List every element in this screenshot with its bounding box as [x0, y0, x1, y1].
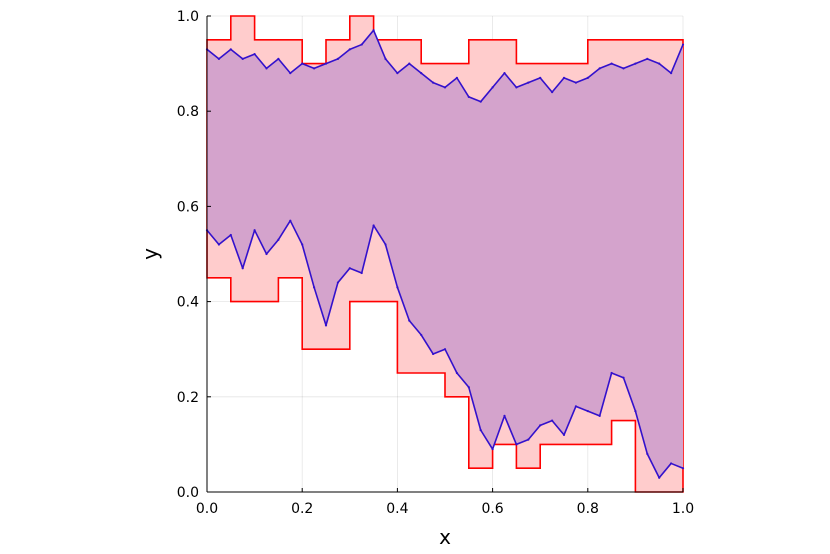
upper-path-point — [253, 52, 256, 56]
lower-path-point — [658, 476, 661, 479]
x-tick-label: 0.6 — [481, 501, 503, 517]
tick-labels: 0.0 0.2 0.4 0.6 0.8 1.0 0.0 0.2 0.4 0.6 0.8 1.0 — [177, 9, 694, 517]
lower-path-point — [277, 238, 280, 241]
upper-path-point — [467, 95, 470, 99]
upper-path-point — [586, 76, 589, 79]
lower-path-point — [348, 267, 351, 270]
lower-path-point — [408, 319, 411, 322]
y-tick-label: 0.2 — [177, 390, 199, 406]
lower-path-point — [598, 414, 601, 417]
upper-path-point — [622, 67, 625, 70]
upper-path-point — [229, 48, 232, 51]
lower-path-point — [670, 462, 673, 465]
upper-path-point — [313, 67, 316, 70]
lower-path-point — [586, 409, 589, 413]
upper-path-point — [443, 86, 447, 89]
x-tick-label: 0.8 — [577, 501, 599, 517]
plot-marks — [205, 15, 685, 493]
upper-path-point — [324, 62, 328, 65]
lower-path-point — [455, 371, 458, 375]
lower-path-point — [253, 229, 256, 232]
upper-path-point — [634, 62, 637, 65]
lower-path-point — [336, 281, 339, 284]
upper-path-point — [574, 81, 578, 84]
lower-path-point — [217, 243, 220, 246]
lower-path-point — [479, 429, 482, 432]
upper-path-point — [336, 57, 339, 60]
upper-path-point — [217, 57, 220, 60]
lower-path-point — [289, 219, 292, 222]
lower-path-point — [360, 271, 363, 275]
lower-path-point — [241, 267, 244, 270]
upper-path-point — [562, 76, 566, 79]
plot-frame — [206, 16, 683, 493]
lower-path-point — [622, 376, 625, 379]
upper-path-point — [455, 76, 458, 79]
x-tick-label: 1.0 — [672, 501, 694, 517]
x-tick-label: 0.0 — [196, 501, 218, 517]
y-tick-label: 1.0 — [177, 9, 199, 25]
upper-path-point — [396, 72, 399, 75]
lower-path-point — [324, 324, 328, 327]
upper-path-point — [681, 43, 685, 46]
lower-path-point — [562, 433, 566, 436]
upper-path-point — [479, 100, 482, 103]
lower-path-point — [574, 405, 578, 408]
y-tick-label: 0.6 — [177, 199, 199, 215]
lower-path-point — [646, 452, 649, 456]
lower-path-point — [467, 386, 470, 389]
upper-path-point — [515, 86, 518, 89]
lower-path-point — [420, 333, 423, 337]
x-axis-label: x — [439, 525, 451, 549]
x-tick-label: 0.2 — [291, 501, 313, 517]
lower-path-point — [384, 243, 387, 246]
upper-path-point — [301, 62, 304, 65]
lower-path-point — [634, 409, 637, 413]
upper-path-point — [527, 81, 530, 84]
lower-path-point — [551, 419, 554, 422]
upper-path-point — [360, 43, 363, 46]
upper-path-point — [420, 72, 423, 75]
y-tick-label: 0.0 — [177, 485, 199, 501]
lower-path-point — [443, 348, 447, 351]
upper-path-point — [491, 86, 494, 89]
upper-path-point — [670, 72, 673, 75]
upper-path-point — [610, 62, 613, 65]
lower-path-point — [265, 252, 268, 256]
upper-path-point — [503, 72, 506, 75]
upper-path-point — [241, 57, 244, 60]
y-tick-label: 0.8 — [177, 104, 199, 120]
upper-path-point — [539, 76, 542, 79]
y-axis-label: y — [138, 248, 162, 260]
lower-path-point — [491, 448, 494, 451]
upper-path-point — [348, 48, 351, 51]
upper-path-point — [432, 81, 435, 84]
upper-path-point — [598, 67, 601, 70]
upper-path-point — [372, 29, 375, 32]
lower-path-point — [681, 467, 685, 470]
lower-path-point — [539, 424, 542, 427]
band-fill — [207, 30, 683, 478]
upper-path-point — [277, 57, 280, 60]
lower-path-point — [515, 443, 518, 446]
lower-path-point — [313, 286, 316, 289]
lower-path-point — [229, 233, 232, 237]
lower-path-point — [301, 243, 304, 246]
upper-path-point — [265, 67, 268, 70]
upper-path-point — [551, 91, 554, 94]
lower-path-point — [503, 414, 506, 417]
lower-path-point — [396, 286, 399, 289]
y-tick-label: 0.4 — [177, 295, 199, 311]
lower-path-point — [610, 371, 613, 375]
lower-path-point — [432, 352, 435, 356]
lower-path-point — [527, 438, 530, 441]
upper-path-point — [408, 62, 411, 65]
lower-path-point — [372, 224, 375, 227]
x-tick-label: 0.4 — [386, 501, 408, 517]
upper-path-point — [658, 62, 661, 65]
upper-path-point — [384, 57, 387, 60]
upper-path-point — [289, 72, 292, 75]
upper-path-point — [646, 57, 649, 60]
